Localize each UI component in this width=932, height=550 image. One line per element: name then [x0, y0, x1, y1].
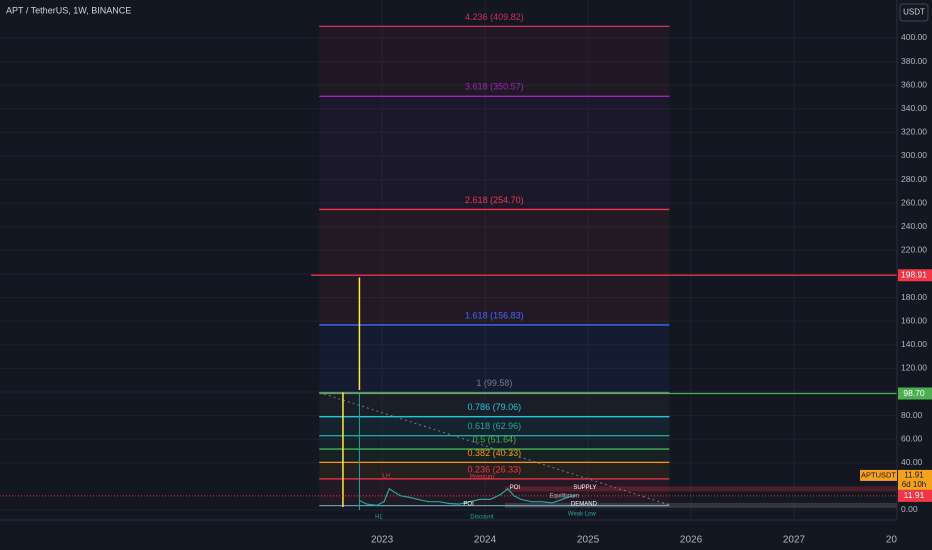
price-tag-label: 198.91 — [901, 270, 927, 280]
y-tick-label: 240.00 — [901, 221, 927, 231]
y-tick-label: 160.00 — [901, 315, 927, 325]
demand-zone — [505, 502, 897, 508]
symbol-tag — [860, 469, 897, 481]
annotation: LH — [382, 473, 390, 479]
y-tick-label: 60.00 — [901, 433, 923, 443]
fib-label: 1 (99.58) — [476, 378, 512, 388]
y-tick-label: 120.00 — [901, 363, 927, 373]
fib-label: 0.786 (79.06) — [468, 402, 522, 412]
fib-zone — [319, 462, 670, 479]
chart-title: APT / TetherUS, 1W, BINANCE — [6, 5, 131, 15]
price-tag — [898, 269, 932, 282]
fib-label: 4.236 (409.82) — [465, 12, 524, 22]
fib-zone — [319, 392, 670, 417]
y-tick-label: 0.00 — [901, 504, 918, 514]
price-tag — [898, 469, 932, 490]
countdown-label: 6d 10h — [902, 480, 926, 489]
fib-label: 0.5 (51.64) — [473, 434, 517, 444]
annotation: Equilibrium — [550, 493, 580, 499]
supply-zone — [505, 486, 897, 492]
fib-label: 1.618 (156.83) — [465, 310, 524, 320]
price-tag-label: 98.70 — [903, 388, 925, 398]
last-price-label: 11.91 — [904, 490, 925, 500]
price-tag-label: 11.91 — [904, 471, 924, 480]
x-tick-label: 2024 — [474, 535, 497, 546]
y-tick-label: 320.00 — [901, 127, 927, 137]
y-tick-label: 300.00 — [901, 150, 927, 160]
fib-zone — [319, 416, 670, 436]
fib-zone — [319, 209, 670, 325]
annotation: Weak Low — [568, 512, 597, 518]
y-tick-label: 220.00 — [901, 245, 927, 255]
trend-line — [319, 391, 670, 506]
symbol-tag-label: APTUSDT — [861, 470, 896, 479]
fib-zone — [319, 324, 670, 393]
y-tick-label: 340.00 — [901, 103, 927, 113]
y-tick-label: 140.00 — [901, 339, 927, 349]
price-tag — [898, 387, 932, 400]
annotation: Premium — [470, 475, 494, 481]
last-price-tag — [898, 489, 932, 502]
fib-label: 0.618 (62.96) — [468, 421, 522, 431]
fib-label: 0.236 (26.33) — [468, 464, 522, 474]
y-tick-label: 360.00 — [901, 79, 927, 89]
fib-zone — [319, 449, 670, 463]
annotation: SUPPLY — [573, 485, 596, 491]
fib-zone — [319, 26, 670, 97]
x-tick-label: 2026 — [680, 535, 703, 546]
y-tick-label: 260.00 — [901, 197, 927, 207]
y-tick-label: 80.00 — [901, 410, 923, 420]
y-tick-label: 180.00 — [901, 292, 927, 302]
y-tick-label: 280.00 — [901, 174, 927, 184]
price-series — [359, 487, 576, 506]
y-tick-label: 380.00 — [901, 56, 927, 66]
annotation: POI — [463, 502, 474, 508]
x-tick-label: 2025 — [577, 535, 600, 546]
fib-label: 0.382 (40.33) — [468, 448, 522, 458]
y-tick-label: 40.00 — [901, 457, 923, 467]
annotation: HL — [375, 515, 383, 521]
fib-label: 3.618 (350.57) — [465, 82, 524, 92]
annotation: POI — [510, 485, 521, 491]
x-tick-label: 2027 — [783, 535, 806, 546]
fib-label: 2.618 (254.70) — [465, 195, 524, 205]
fib-zone — [319, 435, 670, 450]
currency-button[interactable] — [899, 3, 929, 22]
x-tick-label: 2023 — [371, 535, 394, 546]
currency-label[interactable]: USDT — [903, 8, 925, 17]
annotation: DEMAND — [571, 502, 598, 508]
annotation: Discount — [470, 515, 494, 521]
fib-zone — [319, 478, 670, 506]
fib-zone — [319, 96, 670, 210]
y-tick-label: 400.00 — [901, 32, 927, 42]
